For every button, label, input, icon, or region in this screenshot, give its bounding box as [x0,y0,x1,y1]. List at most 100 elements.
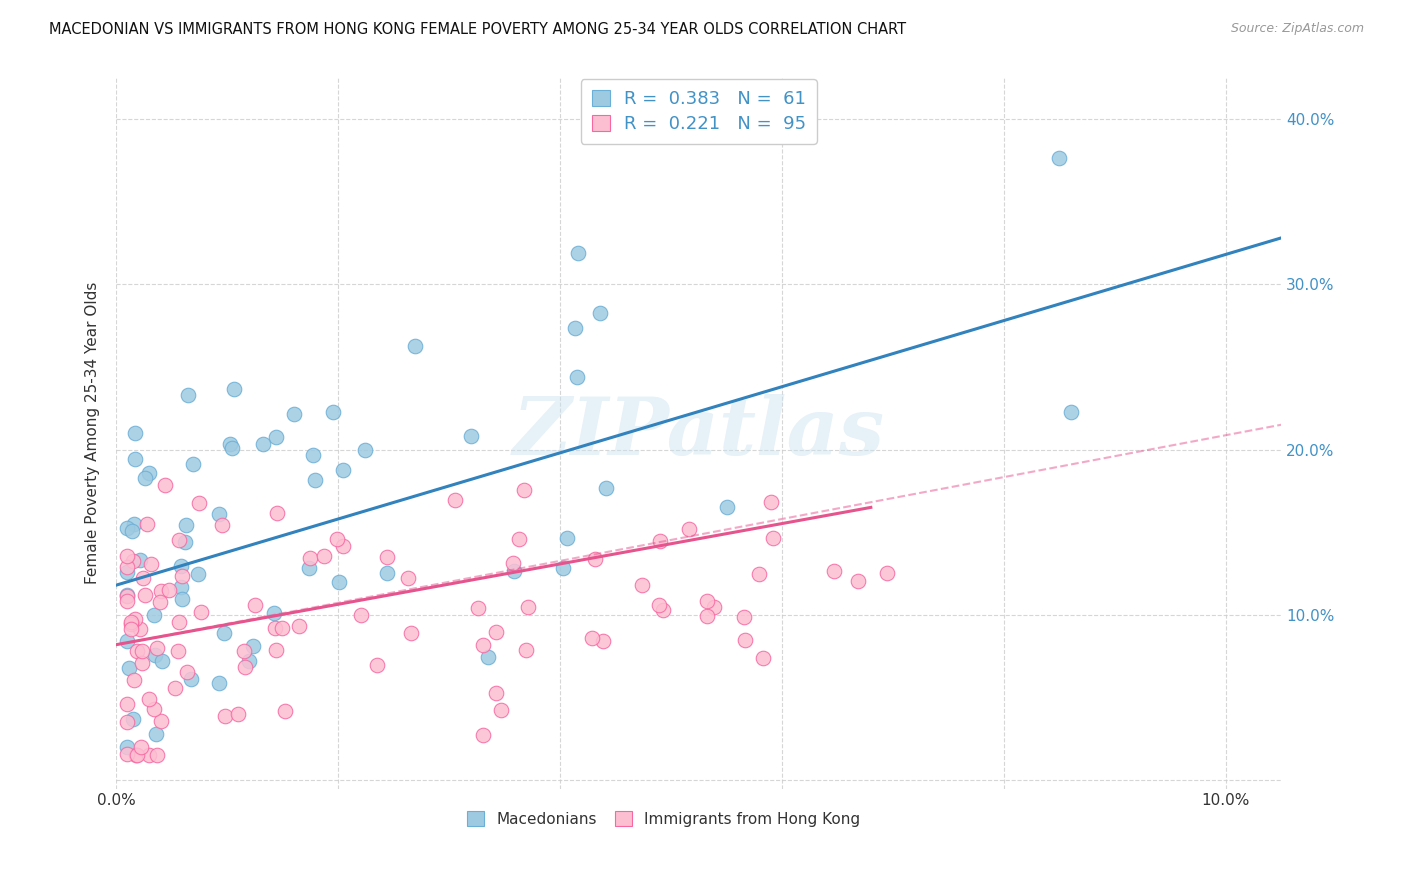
Point [117,697,139,711]
Point [125,644,148,658]
Point [167,615,190,630]
Point [751,651,773,665]
Point [477,649,499,664]
Point [271,621,294,635]
Point [131,656,153,670]
Point [117,589,139,603]
Point [120,622,142,636]
Point [366,657,388,672]
Point [159,582,181,597]
Point [190,605,212,619]
Point [377,566,399,581]
Point [759,495,782,509]
Point [288,619,311,633]
Point [120,615,142,629]
Point [733,609,755,624]
Point [583,551,606,566]
Point [353,443,375,458]
Point [283,407,305,421]
Point [232,643,254,657]
Point [143,702,166,716]
Point [266,642,288,657]
Point [138,692,160,706]
Point [134,588,156,602]
Point [485,686,508,700]
Point [173,534,195,549]
Point [117,714,139,729]
Point [139,557,162,571]
Point [1059,405,1081,419]
Point [167,644,190,658]
Point [149,595,172,609]
Point [326,532,349,546]
Point [1049,151,1071,165]
Point [117,521,139,535]
Point [513,483,536,498]
Point [489,704,512,718]
Point [304,474,326,488]
Point [328,575,350,590]
Point [631,578,654,592]
Point [564,321,586,335]
Point [581,631,603,645]
Point [122,712,145,726]
Point [172,569,194,583]
Point [211,517,233,532]
Y-axis label: Female Poverty Among 25-34 Year Olds: Female Poverty Among 25-34 Year Olds [86,282,100,584]
Point [117,594,139,608]
Point [595,481,617,495]
Point [298,551,321,566]
Point [218,437,240,451]
Point [748,567,770,582]
Point [212,625,235,640]
Point [131,739,153,754]
Point [350,608,373,623]
Point [648,533,671,548]
Point [176,665,198,679]
Point [150,584,173,599]
Point [696,608,718,623]
Point [266,507,288,521]
Point [703,599,725,614]
Point [122,554,145,568]
Point [146,641,169,656]
Point [208,676,231,690]
Point [263,607,285,621]
Point [138,748,160,763]
Point [125,748,148,763]
Point [551,560,574,574]
Point [150,714,173,728]
Point [214,709,236,723]
Point [177,388,200,402]
Point [471,638,494,652]
Point [180,673,202,687]
Point [252,436,274,450]
Point [274,704,297,718]
Point [502,556,524,570]
Point [716,500,738,514]
Point [567,245,589,260]
Point [876,566,898,581]
Point [226,706,249,721]
Point [375,549,398,564]
Point [322,405,344,419]
Point [332,540,354,554]
Point [163,681,186,695]
Point [117,549,139,564]
Text: Source: ZipAtlas.com: Source: ZipAtlas.com [1230,22,1364,36]
Point [589,306,612,320]
Point [143,648,166,662]
Text: MACEDONIAN VS IMMIGRANTS FROM HONG KONG FEMALE POVERTY AMONG 25-34 YEAR OLDS COR: MACEDONIAN VS IMMIGRANTS FROM HONG KONG … [49,22,907,37]
Text: ZIPatlas: ZIPatlas [513,394,884,472]
Point [467,600,489,615]
Point [125,748,148,763]
Point [124,426,146,441]
Point [174,517,197,532]
Point [129,623,152,637]
Point [555,531,578,545]
Point [120,617,142,632]
Point [117,566,139,580]
Point [117,747,139,761]
Point [224,382,246,396]
Point [264,430,287,444]
